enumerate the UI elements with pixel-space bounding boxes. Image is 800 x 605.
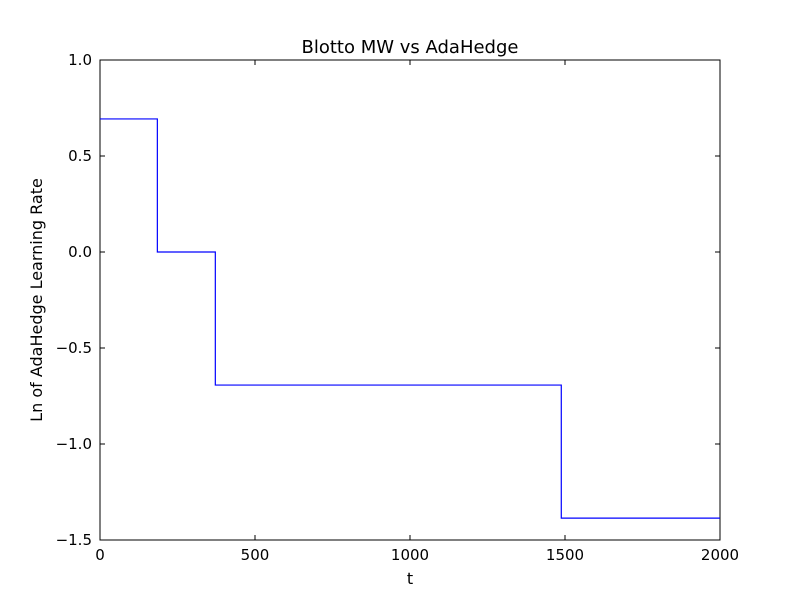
series-line <box>100 118 720 519</box>
y-tick-label: −0.5 <box>56 339 92 357</box>
chart-title: Blotto MW vs AdaHedge <box>301 37 518 58</box>
y-tick-label: 1.0 <box>68 51 92 69</box>
y-tick-label: −1.0 <box>56 435 92 453</box>
series-layer <box>100 118 720 519</box>
x-tick-label: 500 <box>241 546 270 564</box>
x-axis-label: t <box>407 569 413 588</box>
plot-area-frame <box>99 59 721 541</box>
y-tick-label: 0.0 <box>68 243 92 261</box>
y-tick-label: 0.5 <box>68 147 92 165</box>
x-tick-label: 0 <box>95 546 105 564</box>
x-tick-label: 1500 <box>546 546 584 564</box>
y-tick-label: −1.5 <box>56 531 92 549</box>
axis-ticks: 0 500 1000 1500 2000 −1.5 −1.0 −0.5 0.0 0.5 1.0 <box>56 51 740 564</box>
x-tick-label: 1000 <box>391 546 429 564</box>
x-tick-label: 2000 <box>701 546 739 564</box>
y-axis-label: Ln of AdaHedge Learning Rate <box>27 178 46 422</box>
